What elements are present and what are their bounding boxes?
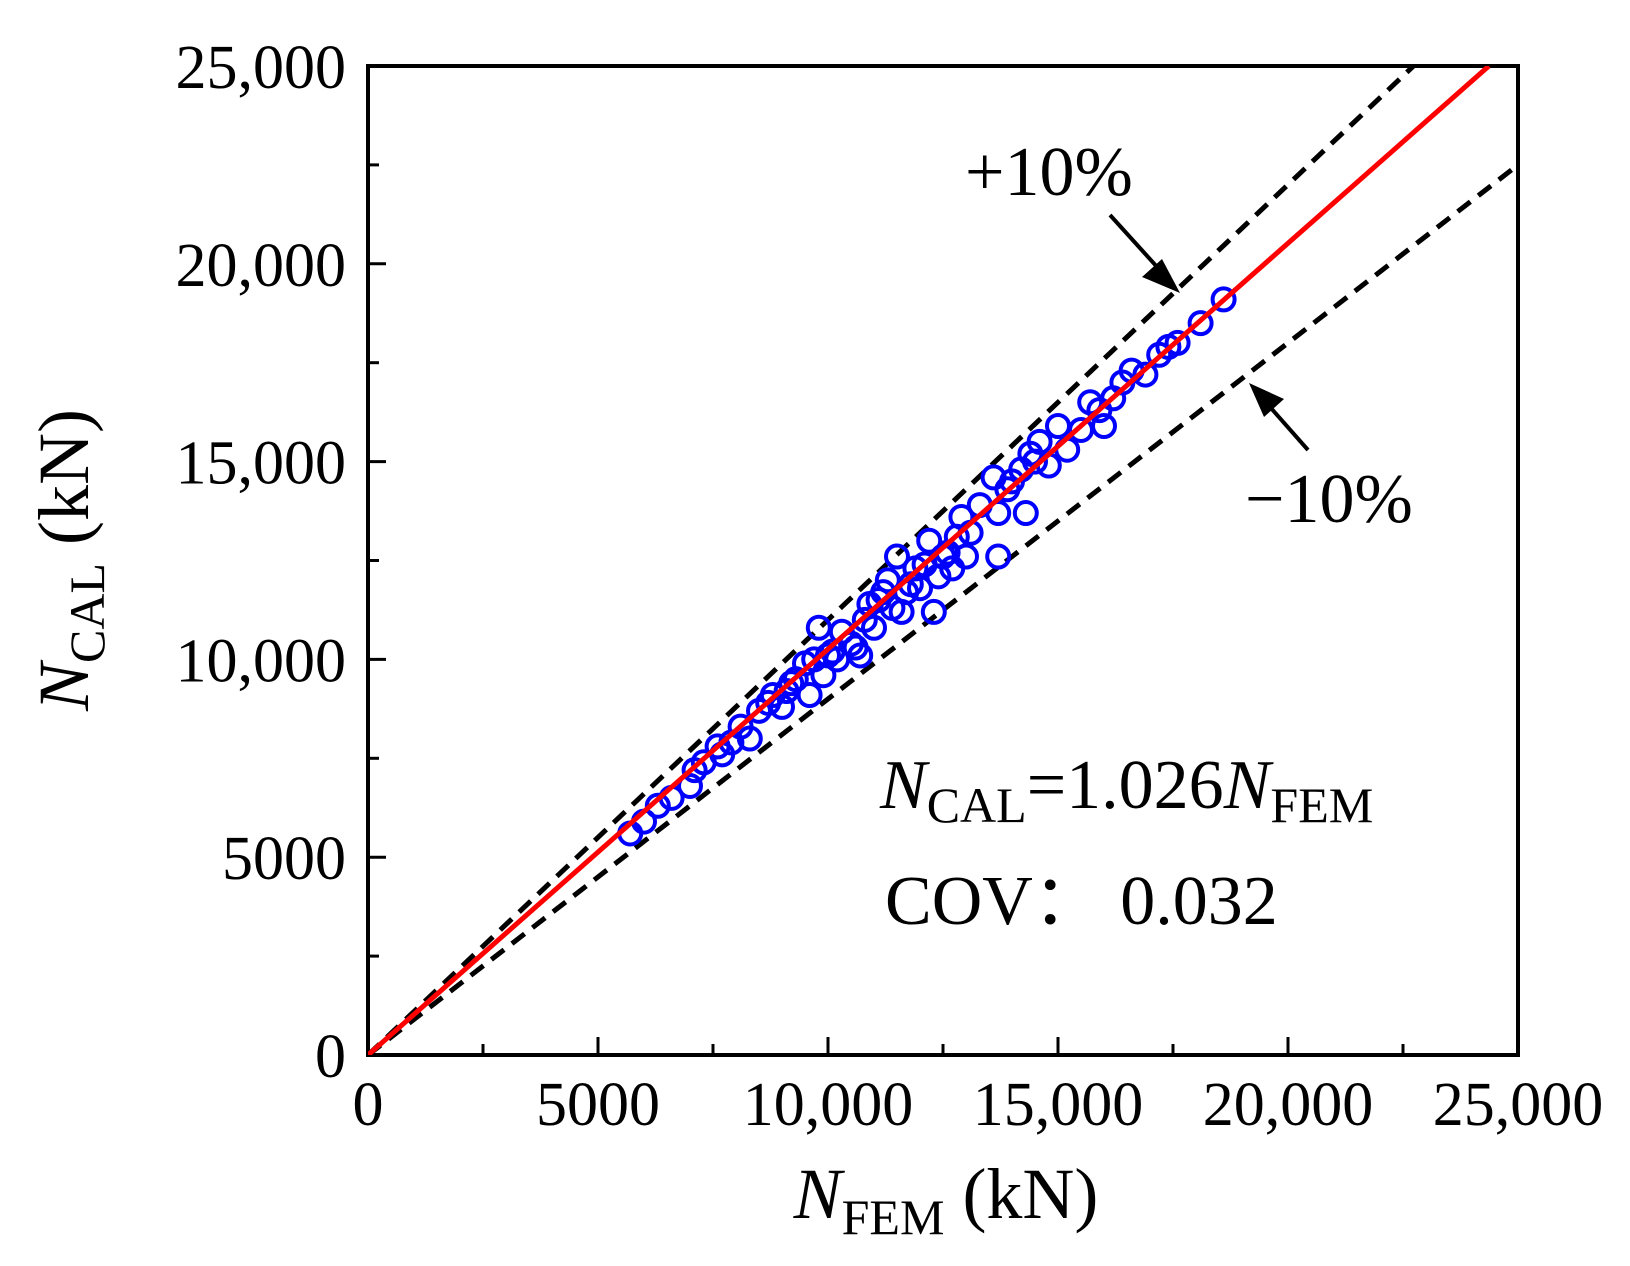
data-point <box>1164 329 1191 356</box>
x-axis-title: NFEM (kN) <box>793 1154 1099 1245</box>
lower-bound-arrowhead <box>1249 383 1284 417</box>
data-point <box>920 598 947 625</box>
y-axis-tick-labels: 0 5000 10,000 15,000 20,000 25,000 <box>176 34 347 1091</box>
data-point <box>736 725 763 752</box>
data-point <box>778 670 805 697</box>
data-point <box>847 642 874 669</box>
x-axis-tick-labels: 0 5000 10,000 15,000 20,000 25,000 <box>353 1071 1604 1139</box>
data-point <box>953 543 979 570</box>
data-point <box>985 543 1012 570</box>
y-tick-label: 20,000 <box>176 232 347 300</box>
data-point <box>805 614 832 641</box>
data-point <box>907 575 933 602</box>
y-axis-ticks <box>368 64 386 1057</box>
data-point <box>916 527 943 554</box>
fit-line <box>368 66 1491 1055</box>
y-tick-label: 25,000 <box>176 34 347 102</box>
x-tick-label: 0 <box>353 1071 384 1139</box>
y-tick-label: 15,000 <box>176 430 347 498</box>
x-tick-label: 10,000 <box>743 1071 914 1139</box>
data-point <box>884 543 910 570</box>
lower-bound-line <box>368 162 1518 1055</box>
upper-bound-label: +10% <box>965 134 1133 211</box>
cov-value: COV： 0.032 <box>885 863 1278 940</box>
x-tick-label: 15,000 <box>973 1071 1144 1139</box>
upper-bound-line <box>368 66 1416 1055</box>
y-tick-label: 5000 <box>222 825 346 893</box>
fit-line-group <box>368 66 1491 1055</box>
x-axis-ticks <box>366 1037 1520 1055</box>
y-axis-title: NCAL (kN) <box>24 409 115 712</box>
x-tick-label: 20,000 <box>1203 1071 1374 1139</box>
data-point <box>1132 361 1159 388</box>
data-point <box>1045 412 1071 439</box>
data-point <box>1210 286 1237 313</box>
fit-equation: NCAL=1.026NFEM <box>879 747 1373 833</box>
data-point <box>1187 310 1214 337</box>
data-point <box>1091 412 1117 439</box>
data-point <box>677 772 703 799</box>
y-tick-label: 0 <box>315 1023 346 1091</box>
upper-bound-arrowhead <box>1142 259 1180 293</box>
bound-lines <box>368 66 1518 1055</box>
data-point <box>1026 428 1053 455</box>
lower-bound-label: −10% <box>1245 461 1413 538</box>
y-tick-label: 10,000 <box>176 627 347 695</box>
x-tick-label: 25,000 <box>1433 1071 1604 1139</box>
data-point <box>861 614 887 641</box>
x-tick-label: 5000 <box>536 1071 660 1139</box>
data-point <box>769 693 795 720</box>
data-point <box>796 682 823 709</box>
scatter-points <box>617 286 1237 847</box>
data-point <box>1012 500 1039 527</box>
